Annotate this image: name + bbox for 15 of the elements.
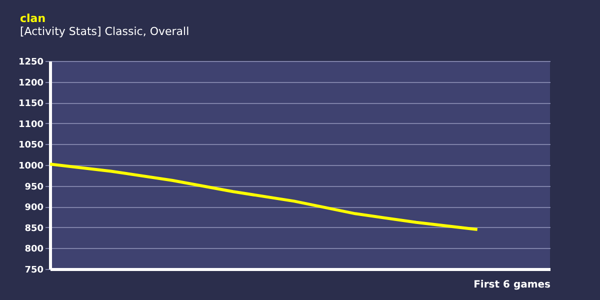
- y-tick-label: 1050: [18, 140, 44, 151]
- y-tick-label: 1250: [18, 58, 44, 68]
- y-tick-label: 1150: [18, 99, 44, 110]
- y-tick-label: 1000: [18, 162, 44, 172]
- chart-title: clan: [20, 12, 46, 25]
- chart-subtitle: [Activity Stats] Classic, Overall: [20, 25, 190, 38]
- y-tick-label: 800: [24, 244, 44, 255]
- y-tick-label: 900: [24, 203, 44, 214]
- line-series: [48, 162, 479, 231]
- x-axis-title: First 6 games: [474, 280, 551, 290]
- y-tick-label: 1200: [18, 78, 44, 88]
- y-tick-label: 850: [24, 224, 44, 234]
- y-tick-label: 950: [24, 182, 44, 192]
- y-tick-label: 750: [24, 266, 44, 276]
- y-tick-label: 1100: [18, 120, 44, 130]
